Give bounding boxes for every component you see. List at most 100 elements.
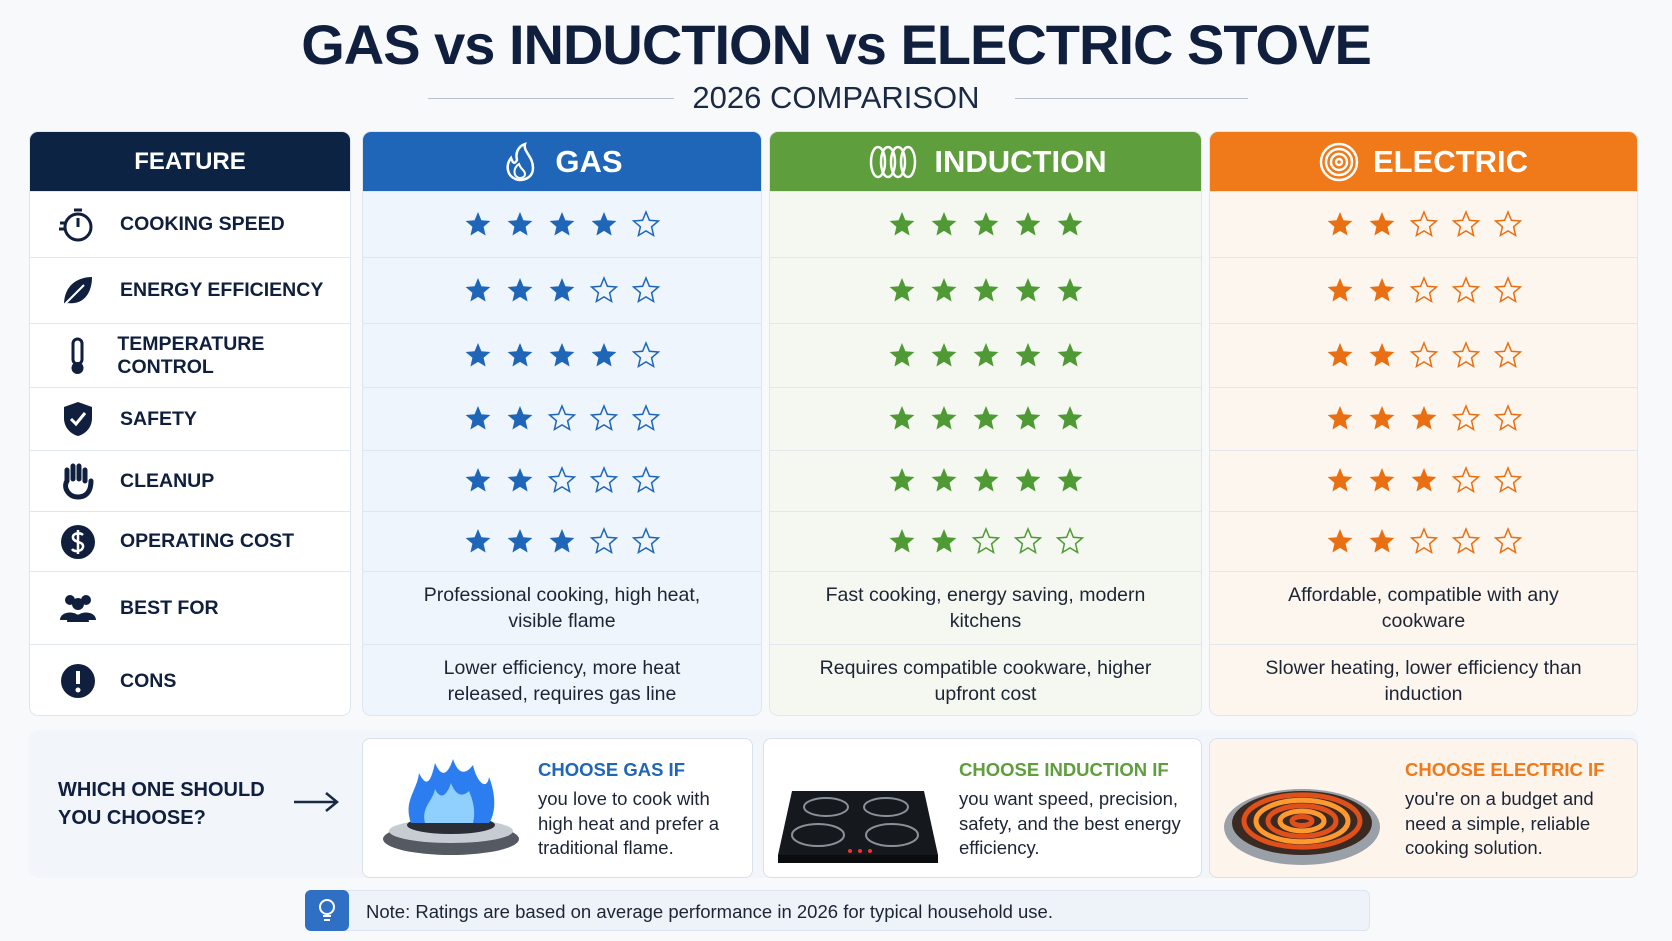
- star-empty: [1493, 209, 1522, 237]
- star-empty: [631, 526, 661, 554]
- star-filled: [549, 277, 575, 301]
- star-filled: [507, 342, 533, 366]
- star-filled: [1327, 342, 1352, 366]
- feature-label: CONS: [120, 669, 177, 692]
- star-filled: [889, 468, 914, 492]
- column-icon: [1319, 142, 1359, 181]
- rating-cell: [1210, 450, 1637, 511]
- feature-icon: [63, 276, 92, 306]
- feature-label: ENERGY EFFICIENCY: [120, 279, 324, 301]
- feature-icon: [64, 402, 92, 436]
- feature-cell: BEST FOR: [30, 571, 350, 644]
- rating-cell: [363, 191, 761, 257]
- star-filled: [591, 211, 617, 235]
- arrow: [294, 792, 339, 812]
- star-empty: [1451, 209, 1480, 237]
- star-empty: [1451, 526, 1480, 554]
- text-cell: Fast cooking, energy saving, modern kitc…: [770, 571, 1201, 644]
- star-filled: [1411, 468, 1436, 492]
- star-filled: [973, 342, 998, 366]
- stars: [1327, 340, 1522, 368]
- star-empty: [1055, 526, 1084, 554]
- choose-text: you want speed, precision, safety, and t…: [959, 788, 1181, 858]
- star-filled: [1327, 211, 1352, 235]
- choose-title: CHOOSE INDUCTION IF: [959, 759, 1169, 780]
- stars: [465, 209, 661, 237]
- star-empty: [631, 275, 661, 303]
- star-filled: [549, 211, 575, 235]
- note-icon: [305, 890, 349, 931]
- star-empty: [631, 466, 661, 494]
- stars: [465, 340, 661, 368]
- stars: [889, 406, 1082, 430]
- star-filled: [889, 528, 914, 552]
- text-cell: Slower heating, lower efficiency than in…: [1210, 644, 1637, 715]
- star-filled: [465, 406, 491, 430]
- cell-text: Affordable, compatible with any cookware: [1288, 584, 1559, 632]
- column-name: GAS: [555, 143, 623, 179]
- star-empty: [1493, 526, 1522, 554]
- star-empty: [1493, 340, 1522, 368]
- star-empty: [589, 275, 619, 303]
- star-filled: [1369, 342, 1394, 366]
- text-cell: Requires compatible cookware, higher upf…: [770, 644, 1201, 715]
- star-empty: [589, 404, 619, 432]
- stars: [889, 468, 1082, 492]
- star-empty: [547, 404, 577, 432]
- star-filled: [1327, 277, 1352, 301]
- stars: [465, 275, 661, 303]
- choose-title: CHOOSE GAS IF: [538, 759, 685, 780]
- column-name: ELECTRIC: [1373, 143, 1528, 179]
- star-filled: [1369, 468, 1394, 492]
- subtitle: 2026 COMPARISON: [692, 80, 980, 115]
- star-filled: [973, 406, 998, 430]
- cell-text: Slower heating, lower efficiency than in…: [1265, 657, 1582, 705]
- star-filled: [1057, 342, 1082, 366]
- rating-cell: [770, 191, 1201, 257]
- rating-cell: [1210, 323, 1637, 387]
- title: GAS vs INDUCTION vs ELECTRIC STOVE: [301, 13, 1372, 76]
- stars: [1327, 404, 1522, 432]
- rating-cell: [1210, 387, 1637, 450]
- column: ELECTRIC Affordable, compatible with any …: [1209, 131, 1638, 716]
- choose-card: CHOOSE INDUCTION IF you want speed, preci…: [763, 738, 1202, 878]
- choose-text: you love to cook with high heat and pref…: [538, 788, 720, 858]
- feature-cell: TEMPERATURE CONTROL: [30, 323, 350, 387]
- cell-text: Fast cooking, energy saving, modern kitc…: [825, 584, 1146, 632]
- star-empty: [631, 404, 661, 432]
- star-empty: [1493, 275, 1522, 303]
- feature-icon: [71, 337, 84, 374]
- column-header: GAS: [363, 132, 761, 191]
- stars: [465, 466, 661, 494]
- rating-cell: [770, 257, 1201, 323]
- rating-cell: [1210, 511, 1637, 571]
- star-empty: [1409, 340, 1438, 368]
- star-filled: [465, 277, 491, 301]
- note: Note: Ratings are based on average perfo…: [366, 901, 1053, 922]
- star-filled: [931, 468, 956, 492]
- star-filled: [1369, 528, 1394, 552]
- rating-cell: [1210, 257, 1637, 323]
- star-filled: [931, 342, 956, 366]
- star-filled: [507, 277, 533, 301]
- feature-label: SAFETY: [120, 407, 197, 430]
- column-name: INDUCTION: [934, 143, 1107, 179]
- star-filled: [591, 342, 617, 366]
- star-filled: [507, 468, 533, 492]
- choose-card: CHOOSE ELECTRIC IF you're on a budget and…: [1209, 738, 1638, 878]
- feature-label: TEMPERATURE CONTROL: [117, 332, 265, 378]
- stars: [465, 526, 661, 554]
- star-empty: [631, 209, 661, 237]
- column: INDUCTION Fast cooking, energy saving, mo…: [769, 131, 1202, 716]
- stars: [889, 342, 1082, 366]
- cell-text: Requires compatible cookware, higher upf…: [819, 657, 1152, 705]
- feature-cell: CONS: [30, 644, 350, 715]
- choose-question: WHICH ONE SHOULD YOU CHOOSE?: [58, 779, 265, 829]
- feature-label: COOKING SPEED: [120, 213, 285, 235]
- star-filled: [1411, 406, 1436, 430]
- stars: [1327, 466, 1522, 494]
- star-filled: [465, 211, 491, 235]
- text-cell: Lower efficiency, more heat released, re…: [363, 644, 761, 715]
- feature-cell: COOKING SPEED: [30, 191, 350, 257]
